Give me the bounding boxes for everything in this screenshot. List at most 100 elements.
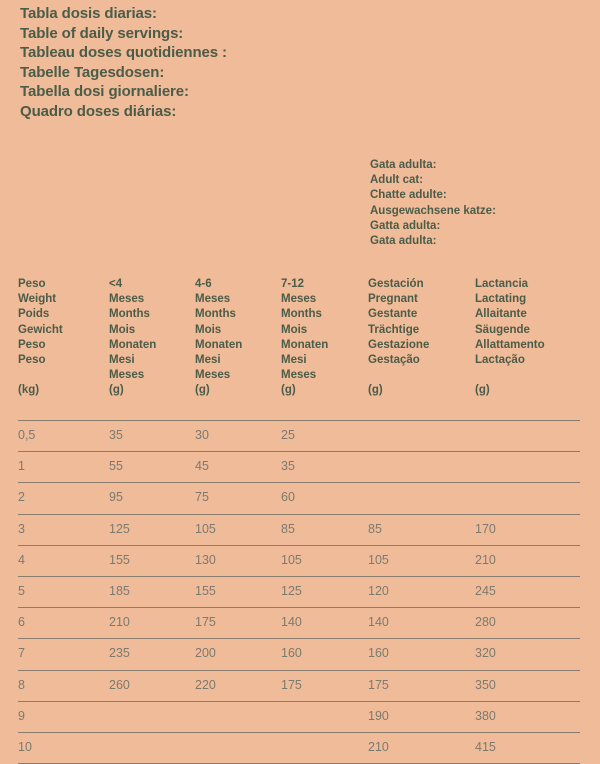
page-title-line-fr: Tableau doses quotidiennes :: [20, 44, 227, 61]
column-header-under-4-months: <4 Meses Months Mois Monaten Mesi Meses …: [109, 277, 156, 399]
cell-lactating: 415: [475, 739, 496, 754]
cell-pregnant: 160: [368, 646, 389, 661]
cell-7-12-months: 105: [281, 552, 302, 567]
column-header-under-4-months-line-3: Mois: [109, 323, 136, 336]
cell-pregnant: 120: [368, 583, 389, 598]
column-header-under-4-months-line-5: Mesi: [109, 354, 135, 367]
column-header-weight-line-3: Gewicht: [18, 323, 63, 336]
cell-4-6-months: 30: [195, 428, 209, 442]
cell-under-4-months: 125: [109, 521, 130, 536]
cell-lactating: 170: [475, 521, 496, 536]
column-header-7-12-months-unit: (g): [281, 384, 296, 397]
cell-4-6-months: 155: [195, 583, 216, 598]
adult-cat-section-heading: Gata adulta: Adult cat: Chatte adulte: A…: [370, 158, 595, 249]
column-header-lactating-line-0: Lactancia: [475, 278, 529, 290]
column-header-pregnant-line-0: Gestación: [368, 278, 424, 290]
cell-7-12-months: 35: [281, 459, 295, 474]
column-header-pregnant-line-5: Gestação: [368, 354, 420, 367]
column-header-under-4-months-unit: (g): [109, 384, 124, 397]
cell-4-6-months: 105: [195, 521, 216, 536]
cell-weight: 4: [18, 552, 25, 567]
page-title-line-it: Tabella dosi giornaliere:: [20, 83, 189, 100]
cell-weight: 7: [18, 646, 25, 661]
table-row: 3 125 105 85 85 170: [18, 513, 580, 545]
cell-weight: 6: [18, 615, 25, 630]
cell-under-4-months: 185: [109, 583, 130, 598]
column-header-lactating-line-4: Allattamento: [475, 338, 545, 351]
cell-pregnant: 175: [368, 677, 389, 692]
cell-4-6-months: 130: [195, 552, 216, 567]
cell-under-4-months: 210: [109, 615, 130, 630]
table-row: 9 190 380: [18, 700, 580, 732]
column-header-weight-line-5: Peso: [18, 354, 46, 367]
table-row: 4 155 130 105 105 210: [18, 544, 580, 576]
cell-pregnant: 105: [368, 552, 389, 567]
cell-lactating: 350: [475, 677, 496, 692]
cell-pregnant: 140: [368, 615, 389, 630]
cell-weight: 5: [18, 583, 25, 598]
column-header-weight-line-4: Peso: [18, 338, 46, 351]
cell-pregnant: 190: [368, 708, 389, 723]
cell-4-6-months: 175: [195, 615, 216, 630]
cell-weight: 8: [18, 677, 25, 692]
table-header-row: Peso Weight Poids Gewicht Peso Peso (kg)…: [18, 277, 580, 420]
page-title-line-en: Table of daily servings:: [20, 24, 184, 42]
column-header-under-4-months-line-4: Monaten: [109, 338, 157, 351]
cell-weight: 2: [18, 490, 25, 505]
cell-lactating: 210: [475, 552, 496, 567]
adult-cat-line-pt: Gata adulta:: [370, 235, 437, 248]
cell-pregnant: 210: [368, 739, 389, 754]
cell-weight: 3: [18, 521, 25, 536]
table-row: 5 185 155 125 120 245: [18, 575, 580, 607]
column-header-pregnant: Gestación Pregnant Gestante Trächtige Ge…: [368, 277, 429, 399]
cell-under-4-months: 260: [109, 677, 130, 692]
adult-cat-line-es: Gata adulta:: [370, 159, 437, 171]
cell-weight: 9: [18, 708, 25, 723]
cell-lactating: 320: [475, 646, 496, 661]
cell-lactating: 380: [475, 708, 496, 723]
cell-4-6-months: 75: [195, 490, 209, 505]
table-row: 7 235 200 160 160 320: [18, 638, 580, 669]
column-header-lactating: Lactancia Lactating Allaitante Säugende …: [475, 277, 545, 399]
adult-cat-line-en: Adult cat:: [370, 174, 424, 187]
cell-7-12-months: 25: [281, 428, 295, 442]
column-header-4-6-months: 4-6 Meses Months Mois Monaten Mesi Meses…: [195, 277, 242, 399]
cell-7-12-months: 85: [281, 521, 295, 536]
page-title-line-es: Tabla dosis diarias:: [20, 5, 157, 22]
column-header-pregnant-line-1: Pregnant: [368, 293, 418, 306]
column-header-under-4-months-line-1: Meses: [109, 293, 145, 306]
cell-7-12-months: 140: [281, 615, 302, 630]
cell-7-12-months: 60: [281, 490, 295, 505]
column-header-pregnant-unit: (g): [368, 384, 383, 397]
column-header-lactating-line-3: Säugende: [475, 323, 530, 336]
daily-servings-table: Peso Weight Poids Gewicht Peso Peso (kg)…: [18, 277, 580, 764]
cell-4-6-months: 220: [195, 677, 216, 692]
column-header-4-6-months-line-1: Meses: [195, 293, 231, 306]
table-row: 2 95 75 60: [18, 482, 580, 513]
cell-4-6-months: 200: [195, 646, 216, 661]
column-header-weight-line-0: Peso: [18, 278, 46, 290]
cell-under-4-months: 35: [109, 428, 123, 442]
cell-under-4-months: 55: [109, 459, 123, 474]
cell-under-4-months: 235: [109, 646, 130, 661]
column-header-under-4-months-line-2: Months: [109, 308, 150, 321]
column-header-4-6-months-unit: (g): [195, 384, 210, 397]
column-header-under-4-months-line-0: <4: [109, 278, 123, 290]
column-header-7-12-months: 7-12 Meses Months Mois Monaten Mesi Mese…: [281, 277, 328, 399]
page-title: Tabla dosis diarias: Table of daily serv…: [20, 4, 560, 121]
column-header-4-6-months-line-2: Months: [195, 308, 236, 321]
column-header-7-12-months-line-2: Months: [281, 308, 322, 321]
page-title-line-de: Tabelle Tagesdosen:: [20, 63, 165, 81]
cell-weight: 0,5: [18, 428, 36, 442]
column-header-7-12-months-line-0: 7-12: [281, 278, 305, 290]
cell-4-6-months: 45: [195, 459, 209, 474]
column-header-pregnant-line-2: Gestante: [368, 308, 418, 321]
column-header-4-6-months-line-4: Monaten: [195, 338, 243, 351]
cell-under-4-months: 95: [109, 490, 123, 505]
cell-7-12-months: 160: [281, 646, 302, 661]
cell-weight: 10: [18, 739, 32, 754]
column-header-7-12-months-line-4: Monaten: [281, 338, 329, 351]
column-header-weight-line-2: Poids: [18, 308, 50, 321]
column-header-lactating-unit: (g): [475, 384, 490, 397]
